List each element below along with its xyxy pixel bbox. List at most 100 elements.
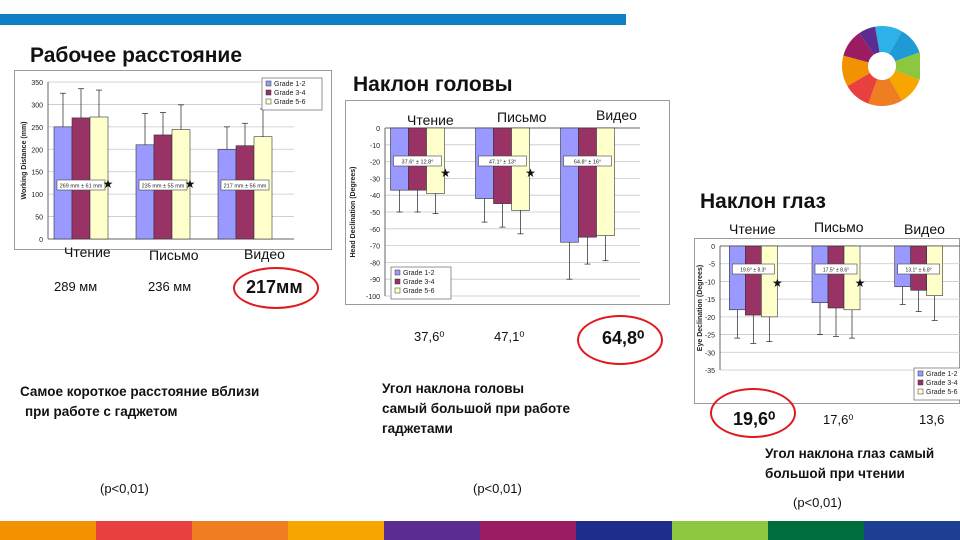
bar	[596, 127, 615, 236]
bottom-bar-segment	[0, 521, 96, 540]
bar	[578, 127, 597, 238]
significance-marker: ★	[855, 276, 866, 290]
panel2-note-line1: Угол наклона головы	[382, 381, 525, 396]
y-tick-label: -30	[370, 176, 380, 183]
legend-swatch	[917, 379, 924, 386]
legend-box	[261, 77, 323, 111]
panel1-category-reading: Чтение	[64, 244, 111, 260]
y-tick-label: -10	[705, 279, 715, 286]
panel1-value-reading: 289 мм	[54, 279, 98, 294]
significance-marker: ★	[440, 166, 451, 180]
highlight-ring	[233, 267, 319, 309]
panel1-note-line2: при работе с гаджетом	[25, 404, 178, 419]
panel1-value-writing: 236 мм	[148, 279, 192, 294]
logo-icon	[842, 26, 920, 106]
panel1-title: Рабочее расстояние	[30, 44, 243, 67]
annotation-label: 37.6° ± 12.8°	[402, 160, 434, 166]
panel3-highlight-value: 19,6⁰	[733, 409, 776, 429]
highlight-ring	[710, 388, 796, 438]
y-tick-label: -80	[370, 260, 380, 267]
bar	[745, 245, 762, 316]
panel2-note: Угол наклона головы самый большой при ра…	[382, 379, 612, 439]
bar	[811, 245, 829, 303]
legend-label: Grade 3-4	[403, 279, 435, 286]
significance-marker: ★	[103, 177, 114, 191]
panel3-category-video: Видео	[904, 221, 945, 237]
bottom-bar-segment	[96, 521, 192, 540]
logo-segment	[875, 26, 902, 54]
y-tick-label: 0	[376, 126, 380, 133]
bar	[560, 127, 579, 243]
legend-swatch	[917, 370, 924, 377]
panel1-highlight-value: 217мм	[246, 277, 303, 297]
head-declination-chart: 0 -10 -20 -30 -40 -50 -60 -70 -80 -90 -100 Head Dec…	[345, 100, 670, 305]
annotation-box	[563, 155, 612, 167]
bottom-bar-segment	[768, 521, 864, 540]
panel1-note-line1: Самое короткое расстояние вблизи	[20, 384, 260, 399]
significance-marker: ★	[185, 177, 196, 191]
annotation-box	[138, 179, 188, 191]
y-tick-label: -30	[705, 350, 715, 357]
annotation-label: 64.8° ± 16°	[574, 160, 601, 166]
legend-label: Grade 1-2	[926, 371, 958, 378]
y-tick-label: -25	[705, 333, 715, 340]
panel2-p-value: (p<0,01)	[473, 481, 522, 496]
bottom-bar-segment	[384, 521, 480, 540]
legend-swatch	[394, 269, 401, 276]
y-tick-label: -20	[370, 160, 380, 167]
panel2-category-writing: Письмо	[497, 109, 547, 125]
annotation-label: 47.1° ± 13°	[489, 160, 516, 166]
y-tick-label: -10	[370, 143, 380, 150]
y-tick-label: 0	[711, 244, 715, 251]
annotation-label: 235 mm ± 55 mm	[142, 184, 185, 190]
y-tick-label: -50	[370, 210, 380, 217]
annotation-box	[393, 155, 442, 167]
panel3-note-line2: большой при чтении	[765, 466, 905, 481]
annotation-box	[814, 263, 858, 275]
bottom-bar-segment	[576, 521, 672, 540]
bar	[71, 117, 91, 240]
logo-segment	[889, 70, 920, 101]
panel3-note-line1: Угол наклона глаз самый	[765, 446, 935, 461]
panel2-note-line3: гаджетами	[382, 421, 453, 436]
panel3-p-value: (p<0,01)	[793, 495, 842, 510]
logo-segment	[889, 31, 920, 62]
legend-box	[390, 266, 452, 300]
annotation-label: 269 mm ± 61 mm	[60, 184, 103, 190]
annotation-label: 217 mm ± 56 mm	[224, 184, 267, 190]
bottom-bar-segment	[192, 521, 288, 540]
panel2-title: Наклон головы	[353, 73, 513, 96]
legend-swatch	[917, 388, 924, 395]
annotation-label: 13.1° ± 6.8°	[906, 268, 932, 274]
logo-segment	[859, 26, 880, 55]
y-tick-label: -100	[366, 294, 380, 301]
bar	[843, 245, 861, 311]
panel1-category-video: Видео	[244, 246, 285, 262]
legend-label: Grade 1-2	[274, 81, 306, 88]
bar	[827, 245, 845, 309]
y-tick-label: -40	[370, 193, 380, 200]
significance-marker: ★	[772, 276, 783, 290]
bottom-bar-segment	[288, 521, 384, 540]
y-tick-label: 200	[31, 147, 43, 154]
legend-swatch	[265, 89, 272, 96]
legend-label: Grade 5-6	[926, 389, 958, 396]
bar	[235, 145, 255, 240]
legend-swatch	[265, 98, 272, 105]
panel3-note: Угол наклона глаз самый большой при чтен…	[765, 444, 955, 484]
panel3-category-writing: Письмо	[814, 219, 864, 235]
y-tick-label: 300	[31, 102, 43, 109]
legend-label: Grade 5-6	[403, 288, 435, 295]
panel2-value-writing: 47,1⁰	[494, 329, 525, 344]
top-accent-bar	[0, 14, 626, 25]
bottom-bar-segment	[480, 521, 576, 540]
logo-segment	[842, 55, 870, 86]
y-tick-label: 0	[39, 237, 43, 244]
legend-swatch	[394, 278, 401, 285]
annotation-box	[732, 263, 775, 275]
annotation-box	[56, 179, 106, 191]
panel2-category-video: Видео	[596, 107, 637, 123]
bar	[135, 144, 155, 240]
annotation-box	[220, 179, 270, 191]
legend-label: Grade 3-4	[926, 380, 958, 387]
